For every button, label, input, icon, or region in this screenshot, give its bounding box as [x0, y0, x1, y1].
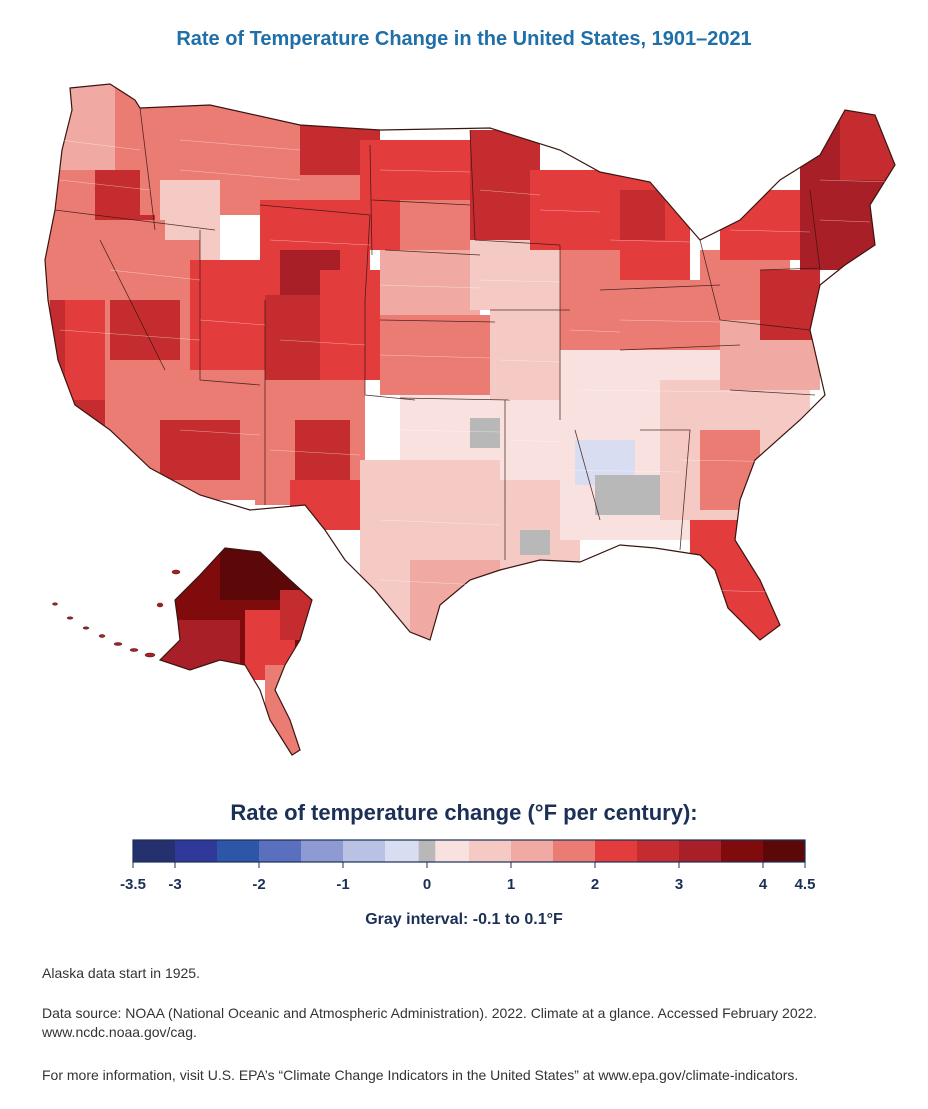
- region-missouri: [490, 310, 570, 400]
- legend-tick-label: 1: [507, 876, 515, 893]
- legend-bin-2: [217, 840, 259, 862]
- region-arizona-south: [160, 420, 240, 480]
- region-colorado-plateau: [265, 295, 325, 385]
- legend-tick-label: 0: [423, 876, 431, 893]
- figure-title: Rate of Temperature Change in the United…: [176, 28, 752, 50]
- climate-division-lines: [59, 139, 891, 593]
- region-california-central: [65, 300, 105, 400]
- legend-title: Rate of temperature change (°F per centu…: [230, 800, 698, 825]
- legend-tick-label: -1: [336, 876, 349, 893]
- legend-bin-10: [511, 840, 553, 862]
- legend-tick-label: 2: [591, 876, 599, 893]
- alaska-regions: [160, 548, 312, 755]
- legend-tick-label: -2: [252, 876, 265, 893]
- legend-bin-5: [343, 840, 385, 862]
- legend-bin-16: [763, 840, 805, 862]
- legend-bin-15: [721, 840, 763, 862]
- legend-tick-label: -3: [168, 876, 181, 893]
- legend-bin-14: [679, 840, 721, 862]
- region-kansas: [380, 315, 490, 395]
- legend-bin-8: [435, 840, 469, 862]
- legend-bin-12: [595, 840, 637, 862]
- alaska-note: Alaska data start in 1925.: [42, 965, 200, 981]
- legend-bin-6: [385, 840, 419, 862]
- legend-bin-3: [259, 840, 301, 862]
- region-oklahoma-gray: [470, 418, 500, 448]
- legend-frame: [132, 839, 806, 863]
- legend-bin-0: [133, 840, 175, 862]
- legend-bin-11: [553, 840, 595, 862]
- legend-tick-label: 4: [759, 876, 768, 893]
- legend-bins: [132, 839, 806, 863]
- region-nebraska: [380, 250, 480, 320]
- data-source-note: Data source: NOAA (National Oceanic and …: [42, 1005, 818, 1040]
- aleutian-islands: [52, 569, 181, 658]
- region-iowa: [470, 240, 560, 310]
- legend-tick-label: 4.5: [795, 876, 816, 893]
- legend-bin-1: [175, 840, 217, 862]
- region-michigan-north: [620, 190, 665, 240]
- region-louisiana-gray: [520, 530, 550, 555]
- alaska-outline: [158, 547, 313, 756]
- legend-bin-9: [469, 840, 511, 862]
- conus-outline: [44, 83, 896, 641]
- region-south-dakota-east: [400, 200, 470, 250]
- legend-bin-7: [418, 840, 436, 862]
- us-temperature-map: [44, 83, 896, 756]
- region-utah: [190, 260, 270, 380]
- state-borders: [54, 107, 821, 560]
- gray-interval-note: Gray interval: -0.1 to 0.1°F: [365, 911, 563, 928]
- legend-ticks: -3.5 -3 -2 -1 0 1 2 3 4 4.5: [120, 862, 815, 893]
- region-minnesota: [470, 130, 540, 240]
- legend-tick-label: 3: [675, 876, 683, 893]
- legend-bin-4: [301, 840, 343, 862]
- legend-tick-label: -3.5: [120, 876, 146, 893]
- more-info-note: For more information, visit U.S. EPA’s “…: [42, 1067, 799, 1083]
- legend-bin-13: [637, 840, 679, 862]
- region-colorado: [320, 270, 385, 380]
- color-scale-legend: -3.5 -3 -2 -1 0 1 2 3 4 4.5: [120, 839, 815, 893]
